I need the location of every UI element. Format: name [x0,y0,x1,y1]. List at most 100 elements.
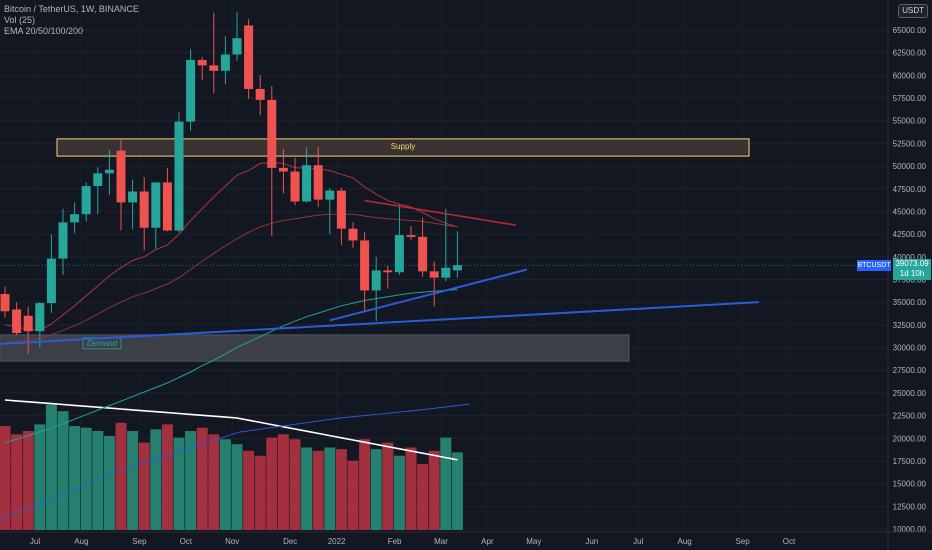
time-tick-label: Nov [225,537,239,546]
candle-body [267,99,277,168]
volume-bar [11,434,23,530]
volume-bar [312,450,324,530]
time-tick-label: May [526,537,541,546]
candle-body [290,171,300,202]
price-tick-label: 55000.00 [893,117,927,126]
price-tick-label: 60000.00 [893,71,927,80]
candle-body [418,236,428,272]
time-tick-label: Oct [783,537,796,546]
volume-bar [417,464,429,530]
candle-body [104,169,114,174]
candle-body [116,150,126,203]
price-tick-label: 35000.00 [893,298,927,307]
symbol-title[interactable]: Bitcoin / TetherUS, 1W, BINANCE [4,4,139,14]
volume-bar [173,437,185,530]
price-tick-label: 15000.00 [893,480,927,489]
price-tick-label: 25000.00 [893,389,927,398]
candle-body [452,265,462,271]
time-tick-label: Jun [585,537,598,546]
candle-body [197,59,207,66]
volume-bar [428,450,440,530]
symbol-tag: BTCUSDT [857,260,891,271]
candle-body [186,59,196,122]
candle-body [371,270,381,291]
time-tick-label: Oct [180,537,193,546]
trendline-red[interactable] [364,199,516,226]
candle-body [278,167,288,172]
candle-body [441,267,451,278]
volume-bar [231,444,243,530]
moving-averages [0,161,471,521]
price-tick-label: 17500.00 [893,457,927,466]
price-tick-label: 32500.00 [893,321,927,330]
time-tick-label: Jul [633,537,643,546]
price-tick-label: 30000.00 [893,344,927,353]
chart-legend: Bitcoin / TetherUS, 1W, BINANCE Vol (25)… [4,4,139,37]
price-tick-label: 42500.00 [893,230,927,239]
volume-bar [440,437,452,530]
supply-zone[interactable] [56,138,750,157]
price-tick-label: 57500.00 [893,94,927,103]
trendline-blue[interactable] [329,268,528,322]
price-axis[interactable]: 10000.00 12500.00 15000.00 17500.00 20000.00… [887,0,927,550]
volume-bar [335,449,347,530]
volume-bar [451,452,463,530]
price-tick-label: 27500.00 [893,366,927,375]
volume-bar [324,447,336,530]
price-tick-label: 37500.00 [893,276,927,285]
trendline-blue[interactable] [0,301,760,345]
ma-line [4,289,458,444]
ema-indicator-label[interactable]: EMA 20/50/100/200 [4,26,84,36]
volume-bar [219,439,231,530]
price-tick-label: 52500.00 [893,139,927,148]
volume-bar [161,424,173,530]
candle-body [209,65,219,71]
current-price-value: 39073.09 [895,259,929,268]
ma-line [4,161,458,331]
time-tick-label: Dec [283,537,297,546]
price-tick-label: 20000.00 [893,434,927,443]
candle-body [162,182,172,231]
current-price-tag: 39073.09 1d 10h [893,259,931,280]
volume-indicator-label[interactable]: Vol (25) [4,15,36,25]
volume-bar [347,460,359,530]
candle-body [0,294,10,312]
volume-bar [405,447,417,530]
candle-body [336,190,346,229]
currency-badge[interactable]: USDT [898,4,928,18]
volume-bar [69,426,81,530]
time-tick-label: Mar [434,537,448,546]
candle-body [23,315,33,332]
candle-body [348,228,358,241]
candle-body [313,165,323,200]
volume-bar [382,442,394,530]
candle-body [46,258,56,304]
candle-body [232,38,242,55]
supply-zone-label: Supply [391,142,415,151]
demand-zone[interactable] [0,334,630,362]
price-tick-label: 50000.00 [893,162,927,171]
candle-body [128,191,138,203]
time-axis[interactable]: Jul Aug Sep Oct Nov Dec 2022 Feb Mar Apr May Jun Jul… [0,531,932,546]
volume-bar [196,427,208,530]
volume-bar [150,429,162,530]
volume-bar [103,435,115,530]
candle-body [174,121,184,231]
bar-countdown: 1d 10h [899,269,925,278]
candle-body [360,240,370,291]
volume-bar [22,431,34,530]
candle-body [429,271,439,278]
zones[interactable]: Supply Demand [0,138,750,362]
price-tick-label: 62500.00 [893,49,927,58]
price-tick-label: 47500.00 [893,185,927,194]
candle-body [58,222,68,259]
volume-bar [45,404,57,530]
volume-bar [115,422,127,530]
trendlines[interactable] [0,199,760,345]
price-tick-label: 22500.00 [893,412,927,421]
volume-bar [301,447,313,530]
volume-bar [277,434,289,530]
candle-body [255,88,265,100]
ema200-line [0,403,471,521]
